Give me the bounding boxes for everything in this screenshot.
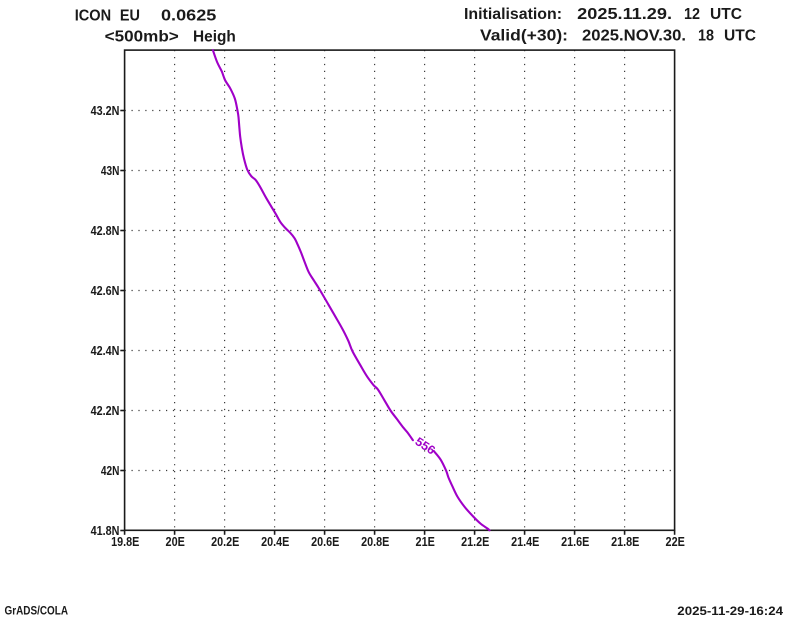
svg-text:ICON: ICON xyxy=(75,8,111,25)
svg-text:Valid(+30):: Valid(+30): xyxy=(480,28,568,45)
svg-text:18: 18 xyxy=(698,28,714,45)
svg-text:2025.NOV.30.: 2025.NOV.30. xyxy=(582,28,686,45)
svg-text:GrADS/COLA: GrADS/COLA xyxy=(5,605,69,617)
svg-text:42.6N: 42.6N xyxy=(91,284,120,298)
svg-text:0.0625: 0.0625 xyxy=(161,8,216,25)
svg-text:UTC: UTC xyxy=(724,28,756,45)
svg-text:2025.11.29.: 2025.11.29. xyxy=(577,6,672,23)
svg-text:41.8N: 41.8N xyxy=(91,524,120,538)
svg-text:42.2N: 42.2N xyxy=(91,404,120,418)
svg-text:2025-11-29-16:24: 2025-11-29-16:24 xyxy=(677,606,783,618)
svg-text:12: 12 xyxy=(684,6,700,23)
svg-text:EU: EU xyxy=(120,8,140,25)
svg-text:20.2E: 20.2E xyxy=(211,535,239,549)
svg-text:UTC: UTC xyxy=(710,6,742,23)
svg-text:21E: 21E xyxy=(416,535,435,549)
svg-text:21.2E: 21.2E xyxy=(461,535,489,549)
svg-text:20.6E: 20.6E xyxy=(311,535,339,549)
svg-text:21.4E: 21.4E xyxy=(511,535,539,549)
svg-text:22E: 22E xyxy=(666,535,685,549)
svg-text:Initialisation:: Initialisation: xyxy=(464,6,562,23)
svg-text:42.4N: 42.4N xyxy=(91,344,120,358)
svg-text:43.2N: 43.2N xyxy=(91,104,120,118)
svg-text:21.6E: 21.6E xyxy=(561,535,589,549)
svg-text:42.8N: 42.8N xyxy=(91,224,120,238)
svg-text:20E: 20E xyxy=(166,535,185,549)
svg-text:21.8E: 21.8E xyxy=(611,535,639,549)
svg-text:42N: 42N xyxy=(101,464,120,478)
svg-text:19.8E: 19.8E xyxy=(111,535,139,549)
svg-text:Heigh: Heigh xyxy=(193,29,236,46)
svg-text:20.4E: 20.4E xyxy=(261,535,289,549)
svg-text:20.8E: 20.8E xyxy=(361,535,389,549)
svg-text:<500mb>: <500mb> xyxy=(105,29,179,46)
svg-text:43N: 43N xyxy=(101,164,120,178)
